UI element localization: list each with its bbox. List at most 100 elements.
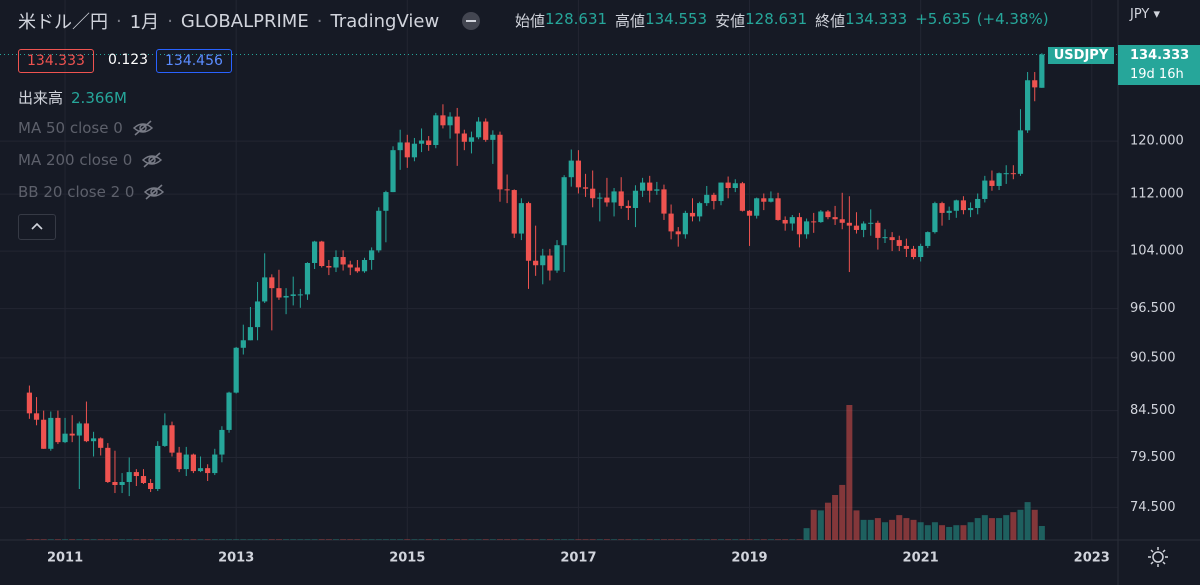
- hidden-icon[interactable]: [131, 119, 155, 137]
- volume-bar: [589, 539, 596, 540]
- ohlc-label: 終値: [815, 12, 846, 30]
- candle-body: [639, 182, 646, 191]
- volume-bar: [668, 539, 675, 540]
- candle-body: [205, 468, 211, 474]
- settings-icon[interactable]: [1148, 547, 1168, 567]
- candle-body: [90, 438, 97, 442]
- volume-bar: [789, 539, 796, 540]
- status-icon[interactable]: [461, 11, 481, 31]
- candle-body: [832, 217, 838, 220]
- candle-body: [26, 392, 32, 414]
- candle-body: [846, 222, 852, 226]
- ask-box[interactable]: 134.456: [156, 49, 232, 73]
- volume-bar: [846, 405, 853, 540]
- candle-body: [611, 191, 617, 203]
- volume-bar: [340, 539, 347, 540]
- volume-bar: [554, 539, 561, 540]
- volume-bar: [233, 539, 240, 540]
- volume-bar: [874, 518, 881, 540]
- candle-body: [996, 173, 1002, 186]
- volume-bar: [939, 525, 946, 540]
- candle-body: [910, 248, 917, 258]
- candle-body: [418, 140, 425, 144]
- candle-body: [376, 210, 382, 251]
- candle-body: [461, 133, 467, 142]
- bid-box[interactable]: 134.333: [18, 49, 94, 73]
- candle-body: [55, 417, 61, 443]
- candle-body: [1010, 173, 1016, 175]
- candle-body: [1003, 173, 1009, 175]
- volume-bar: [582, 539, 589, 540]
- volume-bar: [161, 539, 168, 540]
- volume-bar: [903, 518, 910, 540]
- volume-bar: [803, 528, 810, 540]
- candle-body: [411, 143, 418, 158]
- candle-body: [183, 454, 189, 470]
- volume-bar: [889, 519, 896, 540]
- candle-body: [746, 210, 753, 216]
- currency[interactable]: JPY ▾: [1130, 7, 1161, 22]
- candle-body: [618, 191, 624, 206]
- candle-body: [433, 115, 439, 146]
- volume-bar: [568, 539, 575, 540]
- candle-body: [126, 472, 132, 482]
- volume-bar: [1031, 509, 1038, 540]
- volume-bar: [361, 539, 368, 540]
- volume-bar: [1038, 525, 1045, 540]
- candle-body: [340, 257, 346, 265]
- price-tag: USDJPY 134.333 19d 16h: [1048, 45, 1200, 85]
- volume-bar: [639, 539, 646, 540]
- candle-body: [868, 222, 874, 224]
- candle-body: [1032, 80, 1038, 88]
- volume-bar: [725, 539, 732, 540]
- volume-bar: [482, 539, 489, 540]
- candle-body: [468, 137, 475, 142]
- y-tick-label: 79.500: [1130, 450, 1176, 465]
- collapse-button[interactable]: [18, 214, 56, 240]
- candle-body: [276, 288, 282, 298]
- candle-body: [48, 417, 54, 449]
- candle-body: [525, 203, 532, 261]
- candle-body: [148, 482, 154, 490]
- volume-bar: [739, 539, 746, 540]
- volume-value: 2.366M: [71, 88, 127, 107]
- y-tick-label: 84.500: [1130, 403, 1176, 418]
- volume-bar: [782, 539, 789, 540]
- x-tick-label: 2011: [47, 551, 83, 566]
- candle-body: [197, 468, 204, 472]
- volume-bar: [83, 539, 90, 540]
- volume-legend: 出来高 2.366M: [18, 87, 127, 108]
- hidden-icon[interactable]: [142, 183, 166, 201]
- symbol[interactable]: 米ドル／円: [18, 12, 108, 33]
- candle-body: [718, 182, 724, 202]
- interval[interactable]: 1月: [129, 12, 160, 33]
- candle-body: [554, 245, 560, 271]
- volume-bar: [603, 539, 610, 540]
- volume-bar: [397, 539, 404, 540]
- hidden-icon[interactable]: [140, 151, 164, 169]
- volume-bar: [675, 539, 682, 540]
- volume-bar: [40, 539, 47, 540]
- ohlc-value: 134.333: [845, 10, 908, 28]
- volume-bar: [832, 495, 839, 540]
- volume-bar: [111, 539, 118, 540]
- volume-bar: [275, 539, 282, 540]
- volume-bar: [261, 539, 268, 540]
- volume-bar: [418, 539, 425, 540]
- study-name: BB 20 close 2 0: [18, 183, 135, 201]
- volume-bar: [611, 539, 618, 540]
- volume-bar: [504, 539, 511, 540]
- candle-body: [247, 327, 254, 341]
- ohlc-readout: 始値 128.631 高値 134.553 安値 128.631 終値 134.333 +5.6…: [515, 10, 1057, 31]
- y-tick-label: 90.500: [1130, 350, 1176, 365]
- y-tick-label: 96.500: [1130, 301, 1176, 316]
- currency-code: JPY: [1130, 7, 1150, 22]
- candle-body: [761, 198, 767, 202]
- volume-bar: [169, 539, 175, 540]
- volume-bar: [390, 539, 397, 540]
- candle-body: [155, 445, 161, 490]
- candle-body: [262, 277, 268, 302]
- volume-bar: [439, 539, 446, 540]
- candle-body: [853, 225, 860, 230]
- candle-body: [354, 267, 360, 272]
